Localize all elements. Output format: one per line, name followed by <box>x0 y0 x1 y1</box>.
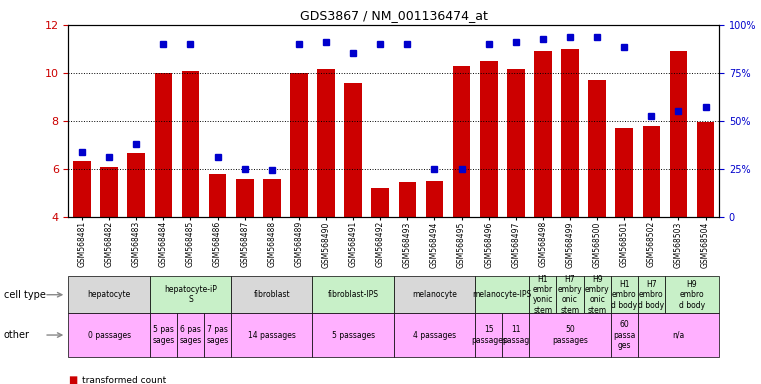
Bar <box>290 73 307 217</box>
Text: 11
passag: 11 passag <box>502 325 530 345</box>
Bar <box>425 181 444 217</box>
Text: hepatocyte: hepatocyte <box>88 290 131 299</box>
Title: GDS3867 / NM_001136474_at: GDS3867 / NM_001136474_at <box>300 9 488 22</box>
Text: 5 pas
sages: 5 pas sages <box>152 325 174 345</box>
Bar <box>209 174 227 217</box>
Text: 4 passages: 4 passages <box>413 331 456 339</box>
Bar <box>507 70 524 217</box>
Text: H9
embro
d body: H9 embro d body <box>679 280 705 310</box>
Bar <box>480 61 498 217</box>
Bar <box>344 83 362 217</box>
Text: melanocyte: melanocyte <box>412 290 457 299</box>
Text: H7
embry
onic
stem: H7 embry onic stem <box>558 275 582 315</box>
Text: cell type: cell type <box>4 290 46 300</box>
Bar <box>100 167 118 217</box>
Text: H1
embro
d body: H1 embro d body <box>611 280 637 310</box>
Bar <box>642 126 661 217</box>
Text: other: other <box>4 330 30 340</box>
Text: ■: ■ <box>68 375 78 384</box>
Bar <box>263 179 281 217</box>
Bar <box>127 153 145 217</box>
Bar <box>670 51 687 217</box>
Text: H7
embro
d body: H7 embro d body <box>638 280 664 310</box>
Bar <box>73 161 91 217</box>
Text: 15
passages: 15 passages <box>471 325 507 345</box>
Text: melanocyte-IPS: melanocyte-IPS <box>473 290 532 299</box>
Text: n/a: n/a <box>673 331 685 339</box>
Bar <box>399 182 416 217</box>
Bar <box>154 73 172 217</box>
Text: H1
embr
yonic
stem: H1 embr yonic stem <box>533 275 553 315</box>
Text: 50
passages: 50 passages <box>552 325 588 345</box>
Text: transformed count: transformed count <box>82 376 167 384</box>
Bar <box>182 71 199 217</box>
Bar <box>588 80 606 217</box>
Bar <box>236 179 253 217</box>
Bar <box>371 188 389 217</box>
Bar <box>616 128 633 217</box>
Text: 60
passa
ges: 60 passa ges <box>613 320 635 350</box>
Bar <box>561 49 579 217</box>
Bar <box>317 70 335 217</box>
Bar <box>453 66 470 217</box>
Text: 7 pas
sages: 7 pas sages <box>206 325 229 345</box>
Bar <box>534 51 552 217</box>
Text: 0 passages: 0 passages <box>88 331 131 339</box>
Bar <box>697 122 715 217</box>
Text: 6 pas
sages: 6 pas sages <box>180 325 202 345</box>
Text: 5 passages: 5 passages <box>332 331 374 339</box>
Text: hepatocyte-iP
S: hepatocyte-iP S <box>164 285 217 305</box>
Text: H9
embry
onic
stem: H9 embry onic stem <box>585 275 610 315</box>
Text: fibroblast: fibroblast <box>253 290 290 299</box>
Text: 14 passages: 14 passages <box>248 331 296 339</box>
Text: fibroblast-IPS: fibroblast-IPS <box>328 290 379 299</box>
